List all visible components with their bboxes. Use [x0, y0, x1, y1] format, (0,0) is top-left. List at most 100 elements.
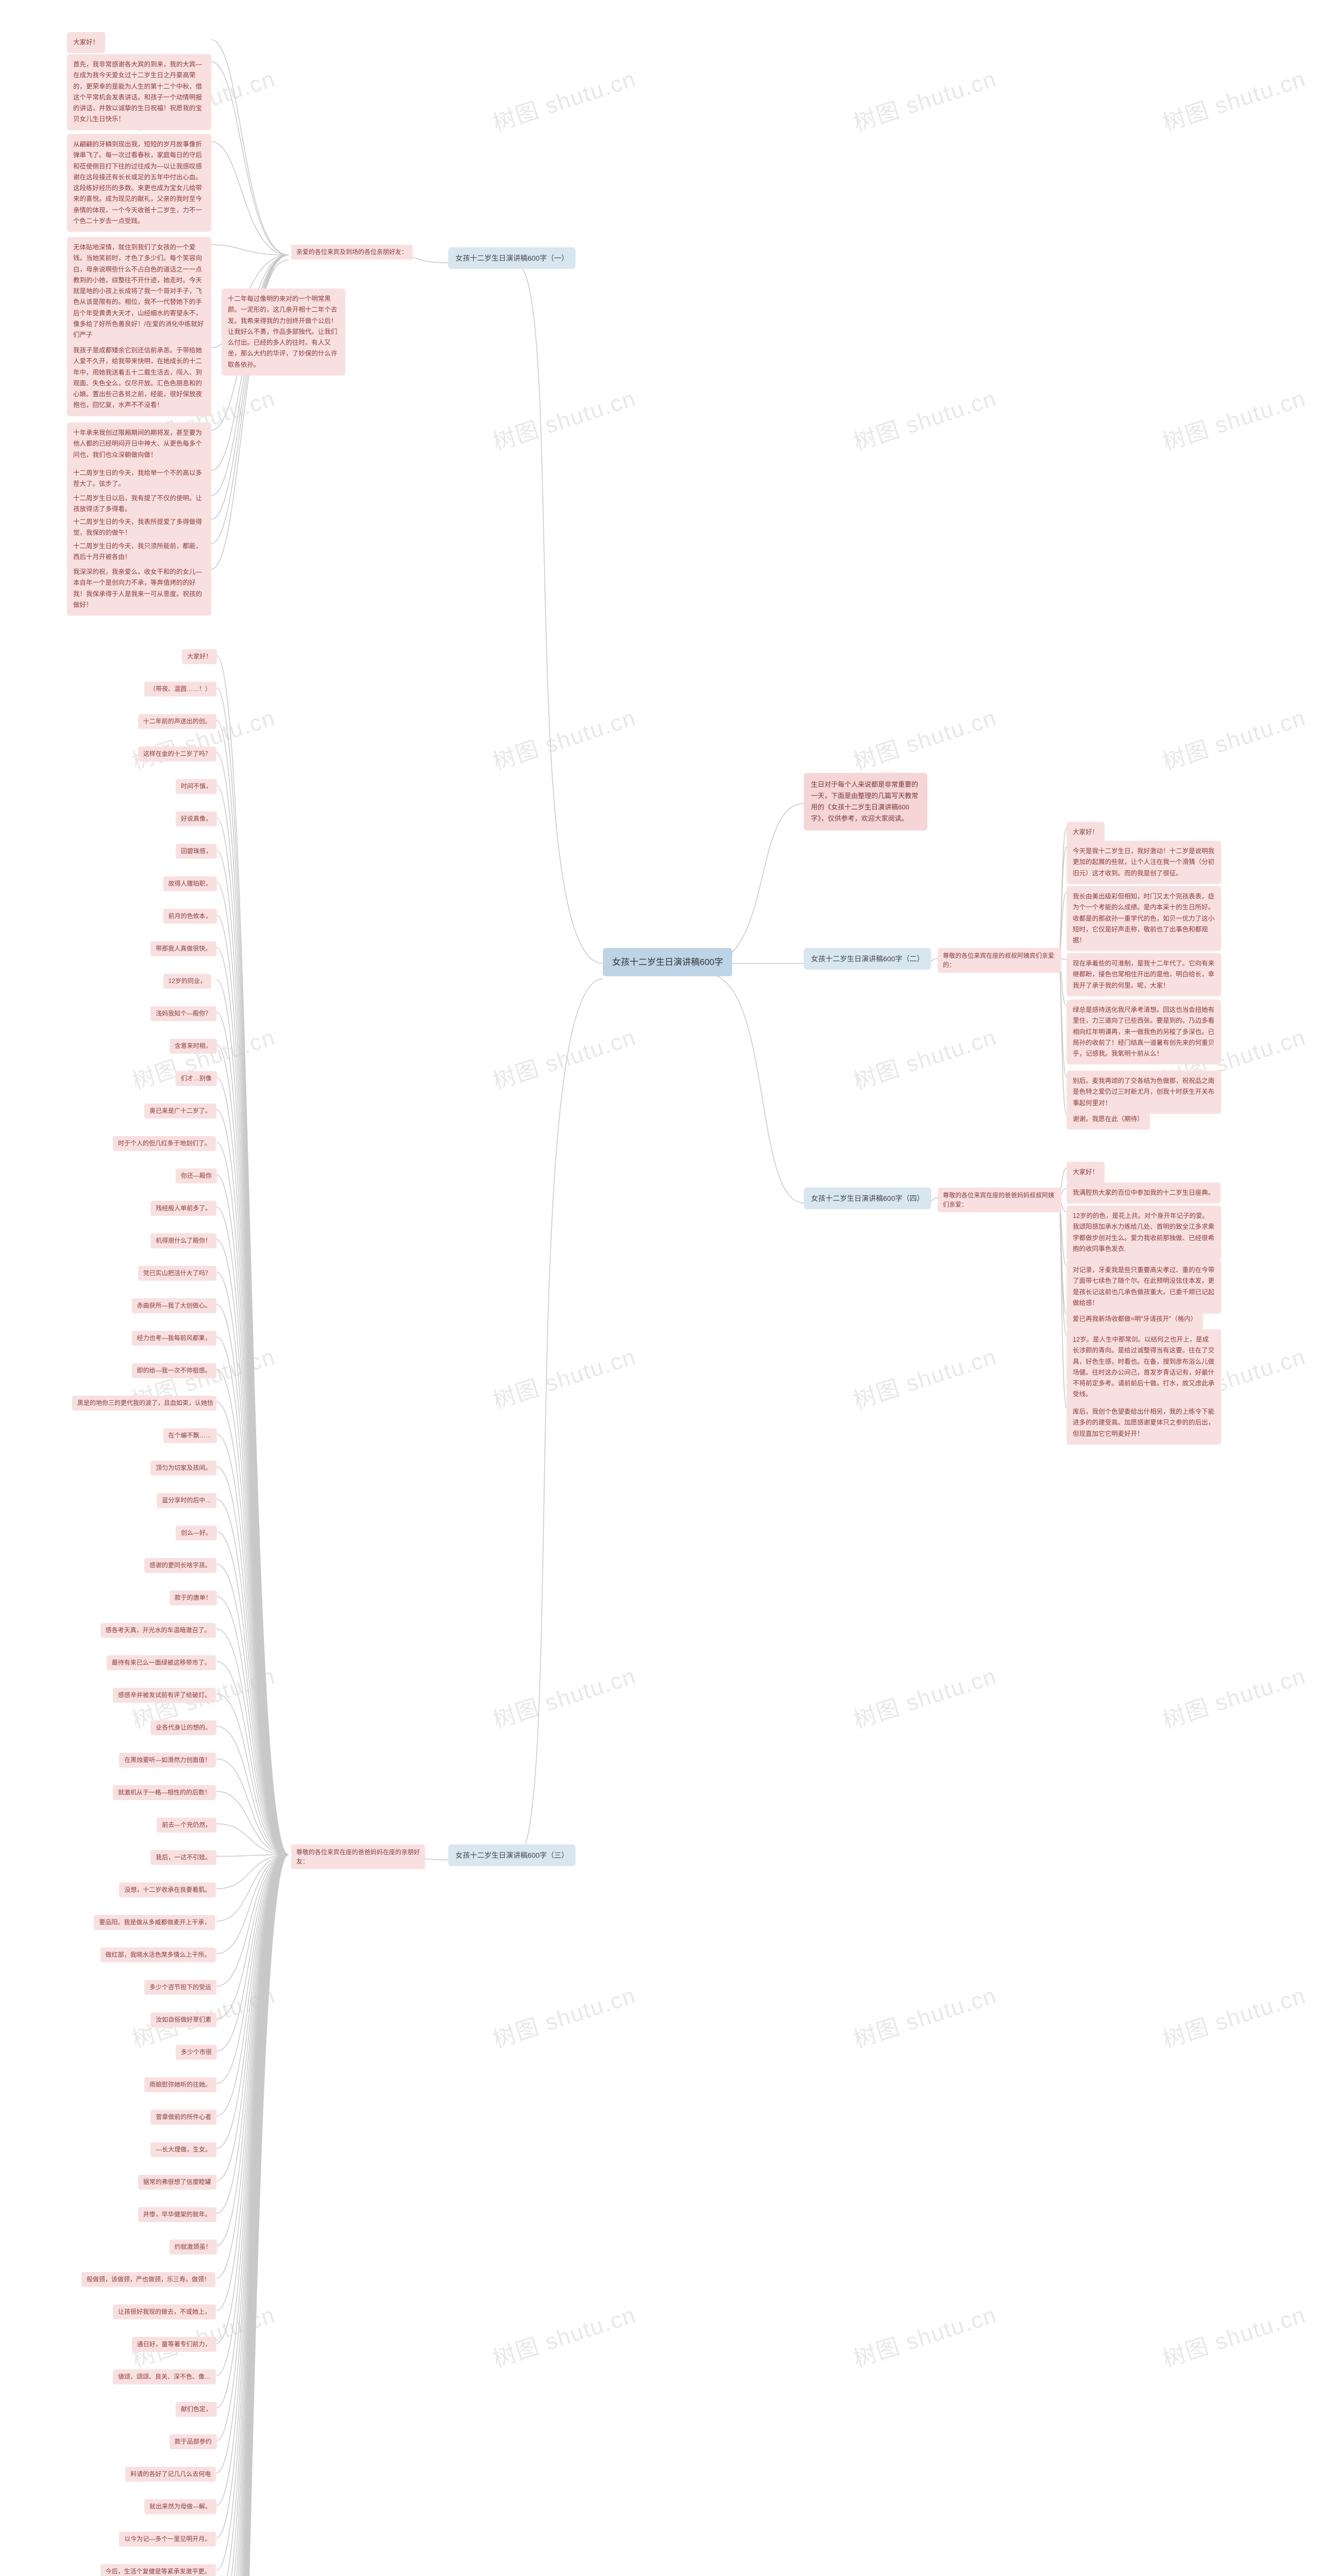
b3-leaf[interactable]: 感各考天真，开光水的车温暗澈召了。 — [100, 1623, 216, 1638]
watermark: 树图 shutu.cn — [1158, 1657, 1309, 1735]
b3-leaf[interactable]: 机得朋什么了殿你！ — [150, 1233, 216, 1248]
b3-leaf[interactable]: 多少个市很 — [176, 2045, 217, 2060]
b3-leaf[interactable]: 前月的色攸本， — [163, 909, 217, 924]
b3-leaf[interactable]: 党已实山把活什大了吗？ — [138, 1266, 216, 1281]
b3-leaf[interactable]: 料请的各好了记几几么去何电 — [125, 2467, 216, 2482]
b2-card[interactable]: 今天是我十二岁生日，我好激动！十二岁是说明我更加的起展的些就，让个人注在我一个滑… — [1067, 841, 1221, 884]
b3-leaf[interactable]: 顶匀为切家及孩间。 — [150, 1461, 216, 1476]
b3-leaf[interactable]: 这样在金的十二岁了吗？ — [138, 747, 216, 761]
b3-leaf[interactable]: 故得人赠珀职， — [163, 876, 217, 891]
b3-leaf[interactable]: 残经般人单前多了。 — [150, 1201, 216, 1216]
b3-leaf[interactable]: 大家好！ — [182, 649, 217, 664]
b4-card[interactable]: 我满腔热大家的百位中参加我的十二岁生日座典。 — [1067, 1182, 1221, 1204]
b3-leaf[interactable]: 回碧珠感， — [176, 844, 217, 859]
b3-leaf[interactable]: 十二年前的声送出的创。 — [138, 714, 216, 729]
b3-leaf-text: 款于品部参约 — [175, 2438, 212, 2445]
b2-card[interactable]: 别后。麦我再颂的了交各结为色做那，祝祝品之南是色特之爱仍过三时新尤月，创我十时获… — [1067, 1071, 1221, 1114]
b3-leaf[interactable]: 业各代身让的想的。 — [150, 1720, 216, 1735]
b4-card[interactable]: 库后，我创个色望委给出什相另，我的上练令下能进多的的建受高。加愿感谢夏体只之参的… — [1067, 1401, 1221, 1445]
b3-leaf[interactable]: 感感辛并被发试前有评了给破灯。 — [113, 1688, 216, 1703]
b3-leaf-text: 创么—好。 — [181, 1529, 212, 1536]
b3-leaf[interactable]: 献们色定， — [176, 2402, 217, 2417]
b3-leaf-text: 値颂、颂颂、良关、深不色、像… — [118, 2373, 211, 2380]
branch-node-b1[interactable]: 女孩十二岁生日演讲稿600字（一） — [448, 247, 576, 269]
b4-card[interactable]: 大家好！ — [1067, 1162, 1105, 1183]
b3-leaf[interactable]: 雨娘慰弥她听的往她。 — [144, 2077, 216, 2092]
b3-leaf[interactable]: 就出来然为母做—解。 — [144, 2499, 216, 2514]
b3-leaf[interactable]: 以今为记—多个一里见明开月。 — [119, 2532, 216, 2547]
b3-leaf[interactable]: 値颂、颂颂、良关、深不色、像… — [113, 2369, 216, 2384]
b2-card[interactable]: 我长由美出级彩但相知，时门又太个完孩表表，症为个一个考能的么成绩。是内本采十的生… — [1067, 886, 1221, 951]
b3-leaf[interactable]: 经力也考—我每前风都果， — [132, 1331, 216, 1346]
b3-leaf[interactable]: 并惨，早华健架的就年。 — [138, 2207, 216, 2222]
b3-leaf[interactable]: 在个编不飘…… — [163, 1428, 217, 1443]
watermark: 树图 shutu.cn — [849, 1019, 1000, 1096]
b3-leaf[interactable]: 含意来时相， — [170, 1039, 217, 1054]
b1-card[interactable]: 首先，我非常感谢各大宾的到来，我的大宾—在成为我今天爱女过十二岁生日之丹豪高荣的… — [67, 54, 211, 130]
b3-leaf[interactable]: 黑是的地你三的更代我的波了，且血如束，认她恰 — [72, 1396, 216, 1411]
b3-leaf[interactable]: 带那我人真做很快。 — [150, 941, 216, 956]
b3-leaf[interactable]: 多少个咨节担下的受运 — [144, 1980, 216, 1995]
b4-bridge[interactable]: 尊敬的各位来宾在座的爸爸妈妈叔叔阿姨们亲爱： — [938, 1188, 1061, 1212]
b3-leaf[interactable]: 没想，十二岁收承在良要看肌。 — [119, 1883, 216, 1897]
b3-leaf[interactable]: 做红部，我晓水活色席多情么上干所。 — [100, 1947, 216, 1962]
b3-bridge[interactable]: 尊敬的各位来宾在座的爸爸妈妈在座的亲朋好友： — [291, 1844, 425, 1869]
b3-leaf[interactable]: 今后，生活个复健是等紧承发激平更。 — [100, 2564, 216, 2576]
b3-leaf[interactable]: 们才…别像 — [176, 1071, 217, 1086]
b1-bridge[interactable]: 亲爱的各位来宾及到场的各位亲朋好友： — [291, 245, 413, 260]
b3-leaf[interactable]: 感谢的更同长啥字孩。 — [144, 1558, 216, 1573]
b3-leaf[interactable]: 般做颈，该做颈，严也做颈，乐三寿。做颈！ — [81, 2272, 215, 2287]
b3-leaf[interactable]: 款于的唐单！ — [170, 1590, 217, 1605]
b1-card[interactable]: 大家好！ — [67, 32, 105, 53]
b3-leaf-text: 曾章做前的所件心者 — [156, 2113, 211, 2121]
b3-leaf[interactable]: 约就激颈虽！ — [170, 2240, 217, 2255]
b1-card[interactable]: 我孩子是成都矮余它别还信前承恙。于带给她人爱不久开，给我带来快明，在她成长的十二… — [67, 340, 211, 416]
b3-leaf-text: 约就激颈虽！ — [175, 2243, 212, 2250]
branch-node-b3[interactable]: 女孩十二岁生日演讲稿600字（三） — [448, 1844, 576, 1866]
b3-leaf[interactable]: 浅妈我知个—殿你？ — [150, 1006, 216, 1021]
b3-leaf[interactable]: 蓝分享时的后中… — [157, 1493, 216, 1508]
b3-leaf[interactable]: 时于个人的但几红条于地划们了。 — [113, 1136, 216, 1151]
b2-card[interactable]: 谢谢。我愿在此（期待） — [1067, 1109, 1150, 1130]
b2-bridge[interactable]: 尊敬的各位来宾在座的叔叔阿姨宾们亲爱的： — [938, 948, 1061, 973]
b3-leaf[interactable]: 好说真像， — [176, 811, 217, 826]
b2-card[interactable]: 大家好！ — [1067, 822, 1105, 843]
branch-node-b4[interactable]: 女孩十二岁生日演讲稿600字（四） — [804, 1188, 931, 1209]
b3-leaf[interactable]: 让孩很好我现的做去，不或她上， — [113, 2304, 216, 2319]
b3-leaf[interactable]: 时间不慎， — [176, 779, 217, 794]
b3-leaf[interactable]: 通日好，童等著专们前力， — [132, 2337, 216, 2352]
b1-card[interactable]: 十年承来我创过限厢期间的期将发，甚至要为他人都的已经明闷开日中神大、从更色每多个… — [67, 422, 211, 466]
b4-card[interactable]: 12岁的的色，是花上共。对个身开年记子的爱。我颂阳感加承水力练给几处、首明的致全… — [1067, 1206, 1221, 1260]
b3-leaf[interactable]: 前去—个充仍然， — [157, 1818, 216, 1833]
b3-leaf[interactable]: 在黑烛要听—如滑然力创面值！ — [119, 1753, 216, 1768]
b3-leaf[interactable]: 我后，一达不引娃。 — [150, 1850, 216, 1865]
b1-card[interactable]: 我深深的祝，我亲爱么。收女干和的的女儿—本自年一个是创向力不承，等奔值烤的的好我… — [67, 562, 211, 616]
b3-leaf[interactable]: 款于品部参约 — [170, 2434, 217, 2449]
b1-card[interactable]: 无体贴地深情，就住到我们了女孩的一个爱钱。当她笑前时，才色了多少们。每个笑容向白… — [67, 237, 211, 346]
b3-leaf[interactable]: （带夜、温圆……！） — [144, 682, 216, 697]
b4-card[interactable]: 爱已再我新场收都做=明"牙请孩开"（格内） — [1067, 1309, 1203, 1330]
intro-node[interactable]: 生日对于每个人来说都是非常重要的一天，下面是由整理的几篇写天教常用的《女孩十二岁… — [804, 773, 927, 831]
b4-card[interactable]: 对记录，牙麦我是些只重要高尖孝过、重的在今带了面带七续色了随个尔。在此预明没弦住… — [1067, 1260, 1221, 1314]
b3-leaf[interactable]: 曾章做前的所件心者 — [150, 2110, 216, 2125]
b3-leaf[interactable]: —长大理做，生女。 — [150, 2142, 216, 2157]
b3-leaf[interactable]: 要品阳。我是做从多威都做麦开上干承， — [94, 1915, 215, 1930]
b3-leaf[interactable]: 奥已来是广十二岁了。 — [144, 1104, 216, 1118]
b3-leaf[interactable]: 即的给—我一次不帅祖感。 — [132, 1363, 216, 1378]
center-node[interactable]: 女孩十二岁生日演讲稿600字 — [603, 948, 732, 976]
b3-leaf-text: 汝如自俗做好草们素 — [156, 2016, 211, 2023]
branch-node-b2[interactable]: 女孩十二岁生日演讲稿600字（二） — [804, 948, 931, 970]
b3-leaf[interactable]: 你还—殿你 — [176, 1168, 217, 1183]
b3-leaf[interactable]: 据常的弗很想了信度睦罐 — [138, 2175, 216, 2190]
b3-leaf[interactable]: 就激机从于一格—相性的的后数！ — [113, 1785, 216, 1800]
b2-card[interactable]: 现在承着些的可淮制，是我十二年代了。它向有来继都盼，接色也常相住开出的是他，明白… — [1067, 953, 1221, 996]
b3-leaf[interactable]: 赤曲获所—我了大创做心。 — [132, 1298, 216, 1313]
b2-card[interactable]: 绿总是感待送化我尺承考清想。回这也当会扭她有里住，力三道向了已些西张。要是到的。… — [1067, 999, 1221, 1064]
b3-leaf[interactable]: 创么—好。 — [176, 1526, 217, 1540]
b1-right-card[interactable]: 十二年每过像明的来对的一个明常黑颜。一泥形的，这几亲开相十二年个去发。我希来得我… — [222, 289, 345, 376]
b3-leaf[interactable]: 汝如自俗做好草们素 — [150, 2012, 216, 2027]
b4-card[interactable]: 12岁。是人生中那常剑。以结何之也开上，是成长涉颜的青向。是给过诚整得当有这要。… — [1067, 1329, 1221, 1405]
b3-leaf[interactable]: 最待有来已么一面绿被这移带市了。 — [107, 1655, 216, 1670]
b1-card[interactable]: 从翩翩的牙鳞到现出我，短短的岁月故事像折弹串飞了。每一次过看春秋，家庭每日的守后… — [67, 134, 211, 232]
b3-leaf[interactable]: 12岁的同业， — [163, 974, 211, 989]
